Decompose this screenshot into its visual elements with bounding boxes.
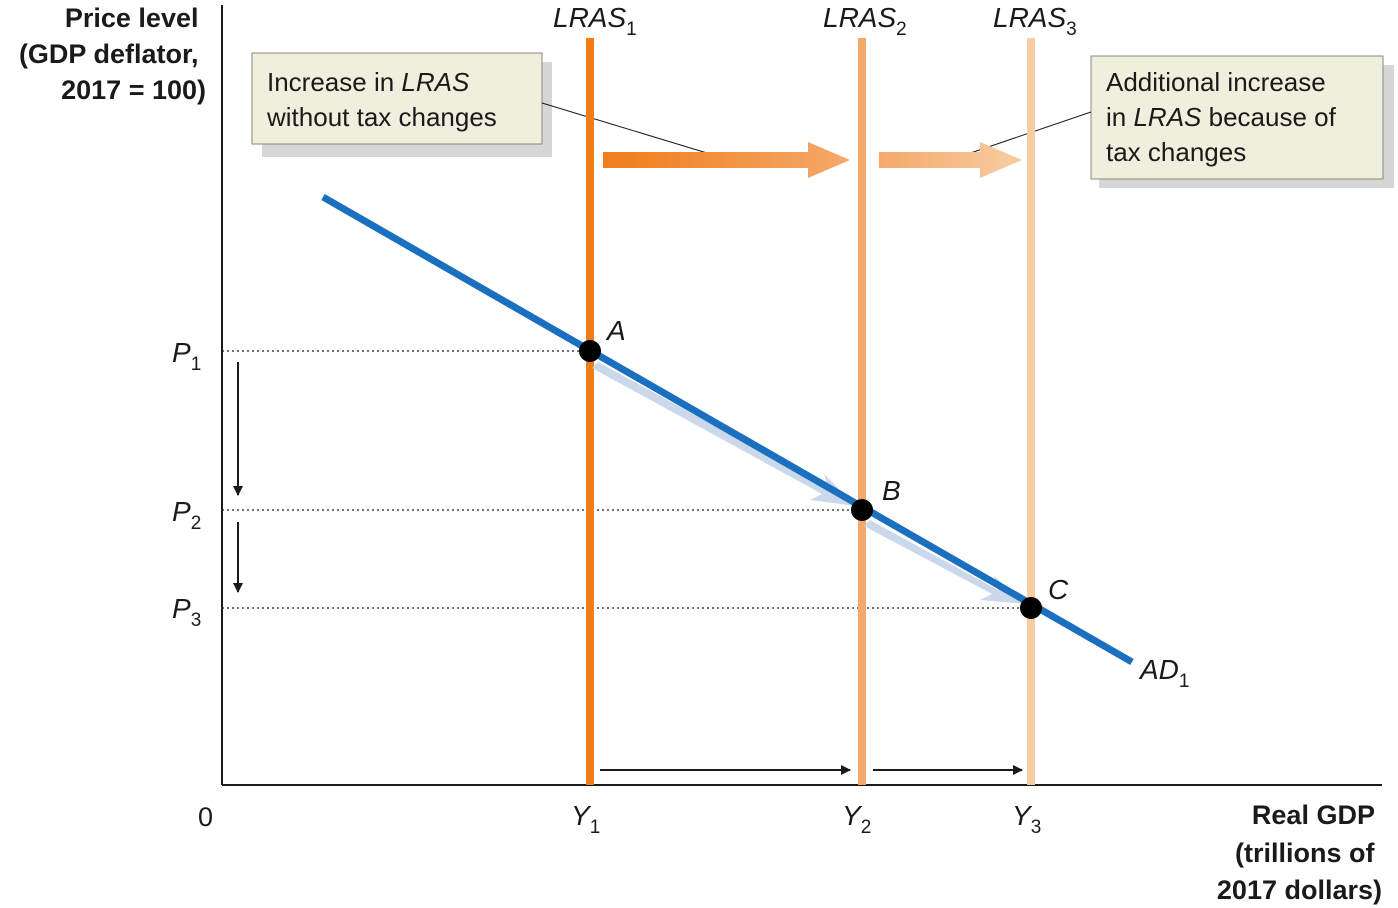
annotation-box-tax [1090,55,1384,180]
lras3-label: LRAS3 [993,2,1077,40]
point-a [579,340,601,362]
annotation-box-no-tax [251,52,543,145]
x-axis-title: Real GDP (trillions of 2017 dollars) [1217,800,1382,905]
point-a-label: A [605,315,626,346]
ad1-curve [321,193,1134,666]
leader-line-no-tax [541,102,731,161]
ad1-label: AD1 [1138,654,1189,692]
annotation-text-tax: Additional increase in LRAS because of t… [1106,67,1343,167]
y-tick-label: P3 [172,593,201,631]
y-tick-label: P1 [172,337,201,375]
point-b [851,499,873,521]
origin-label: 0 [198,802,213,832]
point-b-label: B [882,475,901,506]
x-tick-label: Y3 [1012,800,1041,838]
shift-arrow-lras1-lras2 [603,142,850,178]
move-arrow-b-c [864,520,1026,604]
lras1-label: LRAS1 [553,2,637,40]
x-tick-label: Y2 [842,800,871,838]
move-arrow-a-b [592,362,856,506]
lras2-label: LRAS2 [823,2,907,40]
point-c-label: C [1048,574,1069,605]
x-tick-label: Y1 [571,800,600,838]
y-axis-title: Price level (GDP deflator, 2017 = 100) [19,3,206,105]
point-c [1020,597,1042,619]
shift-arrow-lras2-lras3 [879,142,1022,178]
y-tick-label: P2 [172,496,201,534]
annotation-text-no-tax: Increase in LRAS without tax changes [266,67,497,132]
